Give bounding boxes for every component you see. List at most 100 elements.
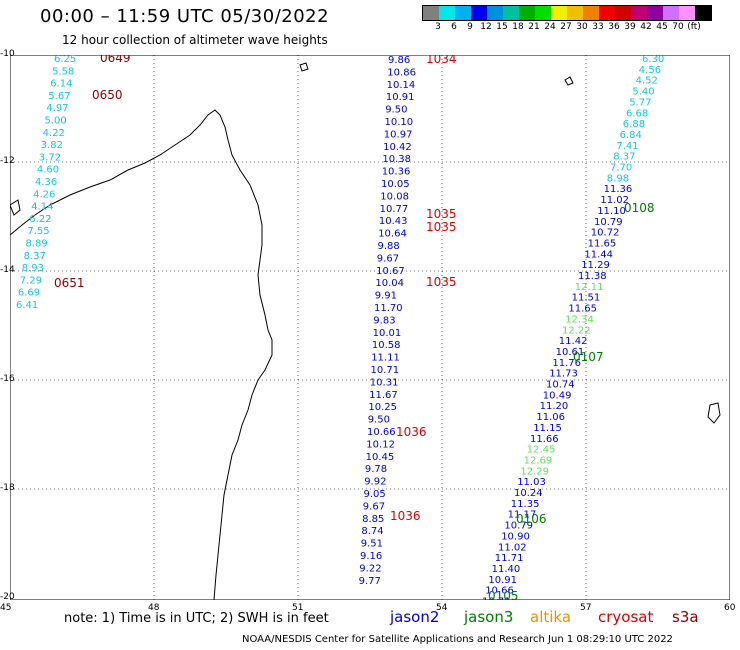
swh-label-jason2-central: 10.77 xyxy=(380,204,409,215)
swh-label-east-track: 10.49 xyxy=(543,390,572,401)
swh-label-s3a-west: 6.22 xyxy=(29,214,51,225)
swh-label-east-track: 12.29 xyxy=(520,466,549,477)
colorbar-label: 24 xyxy=(544,22,556,32)
swh-label-east-track: 11.17 xyxy=(508,510,537,521)
swh-label-east-track: 7.70 xyxy=(610,163,632,174)
colorbar-swatch xyxy=(567,6,583,20)
swh-label-east-track: 11.35 xyxy=(511,499,540,510)
time-label: 0650 xyxy=(92,88,123,102)
swh-label-east-track: 10.74 xyxy=(546,380,575,391)
colorbar-swatch xyxy=(599,6,615,20)
swh-label-s3a-west: 3.72 xyxy=(39,152,61,163)
time-label: 0651 xyxy=(54,276,85,290)
swh-label-s3a-west: 3.82 xyxy=(41,140,63,151)
swh-label-s3a-west: 6.14 xyxy=(50,79,72,90)
colorbar-swatch xyxy=(615,6,631,20)
island-3 xyxy=(707,402,721,424)
swh-label-jason2-central: 9.83 xyxy=(373,315,395,326)
y-tick-label: -18 xyxy=(0,483,15,493)
time-label: 1034 xyxy=(426,55,457,66)
swh-label-jason2-central: 10.36 xyxy=(382,167,411,178)
coastline xyxy=(9,62,721,601)
swh-label-jason2-central: 9.05 xyxy=(364,489,386,500)
graticule xyxy=(10,55,730,600)
swh-label-jason2-central: 10.97 xyxy=(384,129,413,140)
swh-label-east-track: 6.68 xyxy=(626,108,648,119)
swh-label-s3a-west: 4.26 xyxy=(33,189,55,200)
swh-label-east-track: 11.65 xyxy=(588,238,617,249)
colorbar-swatch xyxy=(551,6,567,20)
swh-label-east-track: 10.90 xyxy=(501,531,530,542)
swh-labels: 6.255.58 6.145.674.97 5.004.223.823.72 4.60… xyxy=(16,51,664,608)
swh-label-jason2-central: 10.67 xyxy=(376,266,405,277)
x-tick-label: 51 xyxy=(292,603,304,613)
legend-item-jason3: jason3 xyxy=(464,608,514,626)
credits: NOAA/NESDIS Center for Satellite Applica… xyxy=(242,634,673,645)
swh-label-east-track: 10.79 xyxy=(594,217,623,228)
swh-label-jason2-central: 9.91 xyxy=(375,291,397,302)
swh-label-east-track: 12.11 xyxy=(575,282,604,293)
madagascar-outline xyxy=(9,109,273,601)
colorbar-swatch xyxy=(679,6,695,20)
swh-label-jason2-central: 11.70 xyxy=(374,303,403,314)
swh-label-east-track: 11.40 xyxy=(492,564,521,575)
island-2 xyxy=(564,76,574,86)
x-tick-label: 57 xyxy=(580,603,592,613)
swh-label-east-track: 10.72 xyxy=(591,228,620,239)
time-label: 0649 xyxy=(100,55,131,65)
swh-label-s3a-west: 4.60 xyxy=(37,165,59,176)
colorbar-label: 33 xyxy=(592,22,604,32)
map-plot: 6.25 5.58 6.14 5.67 4.97 5.00 4.22 3.82 3.72 4.60… xyxy=(0,49,735,613)
swh-label-east-track: 11.71 xyxy=(495,553,524,564)
colorbar-swatch xyxy=(471,6,487,20)
swh-label-east-track: 11.42 xyxy=(559,336,588,347)
colorbar-swatch xyxy=(487,6,503,20)
x-tick-label: 48 xyxy=(148,603,160,613)
map-svg: 6.255.58 6.145.674.97 5.004.223.823.72 4.60… xyxy=(9,51,731,608)
swh-label-east-track: 11.73 xyxy=(549,369,578,380)
swh-label-jason2-central: 10.45 xyxy=(366,452,395,463)
swh-label-jason2-central: 9.67 xyxy=(363,501,385,512)
colorbar-swatch xyxy=(439,6,455,20)
swh-label-jason2-central: 11.11 xyxy=(371,353,400,364)
colorbar-label: 70 xyxy=(672,22,684,32)
time-label: 0107 xyxy=(573,350,604,364)
swh-label-jason2-central: 10.71 xyxy=(371,365,400,376)
colorbar xyxy=(422,5,712,21)
legend-item-s3a: s3a xyxy=(672,608,699,626)
swh-label-s3a-west: 8.37 xyxy=(24,251,46,262)
x-tick-label: 60 xyxy=(724,603,736,613)
swh-label-east-track: 10.61 xyxy=(556,347,585,358)
swh-label-s3a-west: 7.55 xyxy=(27,226,49,237)
colorbar-label: 42 xyxy=(640,22,652,32)
swh-label-east-track: 6.84 xyxy=(620,130,642,141)
y-tick-label: -20 xyxy=(0,592,15,602)
colorbar-label: 39 xyxy=(624,22,636,32)
swh-label-jason2-central: 8.74 xyxy=(361,526,383,537)
swh-label-jason2-central: 9.77 xyxy=(359,576,381,587)
swh-label-east-track: 11.10 xyxy=(597,206,626,217)
swh-label-east-track: 10.79 xyxy=(504,521,533,532)
swh-label-jason2-central: 9.50 xyxy=(385,105,407,116)
swh-label-east-track: 12.69 xyxy=(524,455,553,466)
swh-label-east-track: 4.52 xyxy=(636,76,658,87)
swh-label-east-track: 11.29 xyxy=(581,260,610,271)
swh-label-east-track: 11.51 xyxy=(572,293,601,304)
swh-label-jason2-central: 10.14 xyxy=(387,80,416,91)
swh-label-east-track: 10.91 xyxy=(488,575,517,586)
swh-label-s3a-west: 5.67 xyxy=(48,91,70,102)
swh-label-s3a-west: 4.14 xyxy=(31,202,53,213)
legend-item-jason2: jason2 xyxy=(390,608,440,626)
colorbar-swatch xyxy=(423,6,439,20)
swh-label-east-track: 11.02 xyxy=(498,542,527,553)
colorbar-swatch xyxy=(583,6,599,20)
swh-label-jason2-central: 9.86 xyxy=(388,55,410,66)
swh-label-s3a-west: 8.89 xyxy=(26,239,48,250)
swh-label-east-track: 10.66 xyxy=(485,586,514,597)
time-label: 1036 xyxy=(396,425,427,439)
time-label: 1036 xyxy=(390,509,421,523)
swh-label-s3a-west: 6.25 xyxy=(54,55,76,65)
swh-label-s3a-west: 4.22 xyxy=(43,128,65,139)
swh-label-east-track: 5.77 xyxy=(629,97,651,108)
swh-label-s3a-west: 4.36 xyxy=(35,177,57,188)
